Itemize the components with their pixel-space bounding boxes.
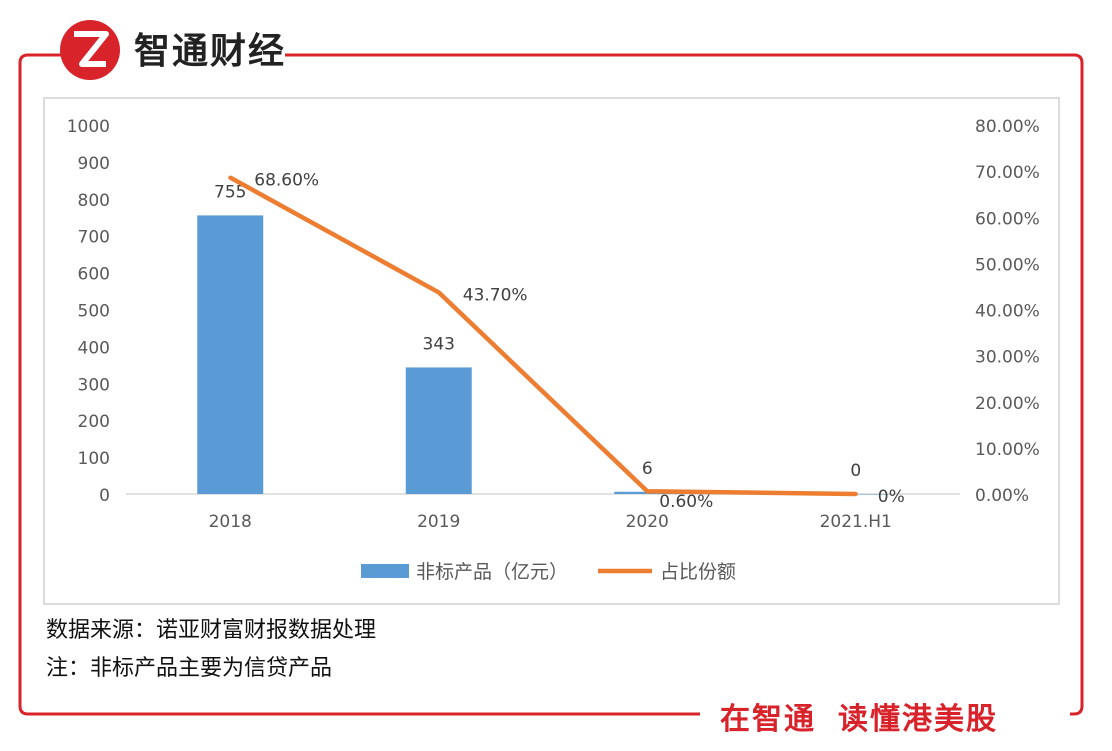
bar-data-label: 343 xyxy=(423,334,455,354)
right-tick-label: 60.00% xyxy=(975,209,1040,229)
legend-label-line: 占比份额 xyxy=(660,561,736,583)
category-label: 2019 xyxy=(417,512,460,532)
line-point-2020 xyxy=(645,489,650,494)
category-label: 2021.H1 xyxy=(820,512,892,532)
left-tick-label: 300 xyxy=(78,375,110,395)
slogan-right: 读懂港美股 xyxy=(838,702,998,737)
right-tick-label: 70.00% xyxy=(975,163,1040,183)
line-data-label: 68.60% xyxy=(254,171,319,191)
right-tick-label: 50.00% xyxy=(975,255,1040,275)
line-data-label: 0% xyxy=(878,487,905,507)
category-labels: 2018 2019 2020 2021.H1 xyxy=(209,512,892,532)
footnote: 注：非标产品主要为信贷产品 xyxy=(46,656,333,681)
left-axis-ticks: 0 100 200 300 400 500 600 700 800 900 1000 xyxy=(67,117,110,506)
line-series: 68.60% 43.70% 0.60% 0% xyxy=(228,171,905,512)
right-tick-label: 40.00% xyxy=(975,302,1040,322)
left-tick-label: 800 xyxy=(78,191,110,211)
right-axis-ticks: 0.00% 10.00% 20.00% 30.00% 40.00% 50.00% 60.00… xyxy=(975,117,1040,506)
bar-series: 755 343 6 0 xyxy=(197,182,889,495)
brand-name: 智通财经 xyxy=(134,31,287,72)
line-point-2019 xyxy=(436,290,441,295)
line-point-2021.H1 xyxy=(853,492,858,496)
line-data-label: 0.60% xyxy=(659,492,713,512)
line-point-2018 xyxy=(228,175,233,180)
left-tick-label: 600 xyxy=(78,265,110,285)
left-tick-label: 500 xyxy=(78,302,110,322)
right-tick-label: 80.00% xyxy=(975,117,1040,137)
left-tick-label: 700 xyxy=(78,228,110,248)
right-tick-label: 20.00% xyxy=(975,394,1040,414)
left-tick-label: 200 xyxy=(78,412,110,432)
line-data-label: 43.70% xyxy=(463,285,528,305)
left-tick-label: 100 xyxy=(78,449,110,469)
category-label: 2020 xyxy=(626,512,669,532)
right-tick-label: 30.00% xyxy=(975,348,1040,368)
category-label: 2018 xyxy=(209,512,252,532)
legend: 非标产品（亿元） 占比份额 xyxy=(361,561,736,583)
brand-slogan: 在智通 读懂港美股 xyxy=(720,694,1020,738)
legend-swatch-bars xyxy=(361,564,409,578)
left-tick-label: 0 xyxy=(99,486,110,506)
right-tick-label: 10.00% xyxy=(975,440,1040,460)
bar-2018 xyxy=(197,215,264,494)
left-tick-label: 900 xyxy=(78,154,110,174)
bar-data-label: 6 xyxy=(642,459,653,479)
legend-label-bars: 非标产品（亿元） xyxy=(416,561,568,583)
brand-logo-icon xyxy=(60,20,120,80)
line-path xyxy=(229,175,856,497)
slogan-left: 在智通 xyxy=(720,702,816,737)
data-source-note: 数据来源：诺亚财富财报数据处理 xyxy=(46,618,377,643)
left-tick-label: 400 xyxy=(78,338,110,358)
bar-data-label: 755 xyxy=(214,182,246,202)
left-tick-label: 1000 xyxy=(67,117,110,137)
bar-data-label: 0 xyxy=(850,461,861,481)
right-tick-label: 0.00% xyxy=(975,486,1029,506)
bar-2019 xyxy=(405,367,472,494)
